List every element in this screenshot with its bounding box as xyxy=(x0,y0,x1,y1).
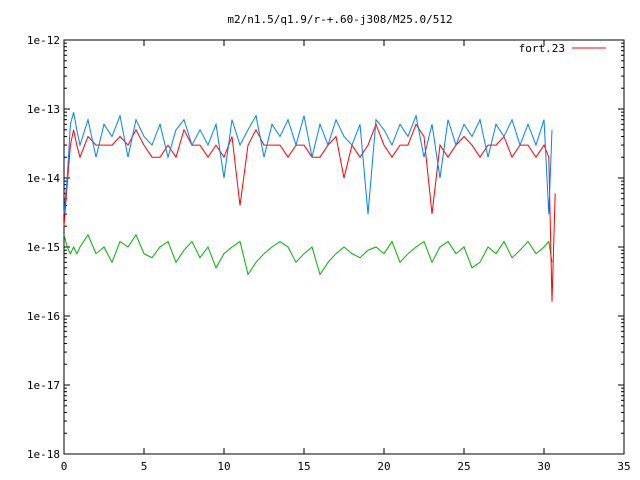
y-tick-label-2: 1e-16 xyxy=(27,310,60,323)
x-tick-label-35: 35 xyxy=(617,460,630,473)
axis-tick-labels: 0 5 10 15 20 25 30 35 1e-18 1e-17 1e-16 1e-15 1e-14 1… xyxy=(27,34,631,473)
x-tick-label-10: 10 xyxy=(217,460,230,473)
x-tick-label-30: 30 xyxy=(537,460,550,473)
x-tick-label-25: 25 xyxy=(457,460,470,473)
series-group xyxy=(63,112,556,302)
x-tick-label-15: 15 xyxy=(297,460,310,473)
series-line-1 xyxy=(63,112,553,215)
y-tick-label-0: 1e-18 xyxy=(27,448,60,461)
axis-ticks xyxy=(63,39,625,455)
x-tick-label-20: 20 xyxy=(377,460,390,473)
chart-title: m2/n1.5/q1.9/r-+.60-j308/M25.0/512 xyxy=(227,13,452,26)
series-line-2 xyxy=(63,233,553,276)
legend-label-fort-23: fort.23 xyxy=(519,42,565,55)
y-tick-label-1: 1e-17 xyxy=(27,379,60,392)
x-tick-label-0: 0 xyxy=(61,460,68,473)
x-tick-label-5: 5 xyxy=(141,460,148,473)
y-tick-label-6: 1e-12 xyxy=(27,34,60,47)
y-tick-label-3: 1e-15 xyxy=(27,241,60,254)
legend: fort.23 xyxy=(519,42,606,55)
y-tick-label-4: 1e-14 xyxy=(27,172,60,185)
series-line-0 xyxy=(63,122,556,302)
y-tick-label-5: 1e-13 xyxy=(27,103,60,116)
